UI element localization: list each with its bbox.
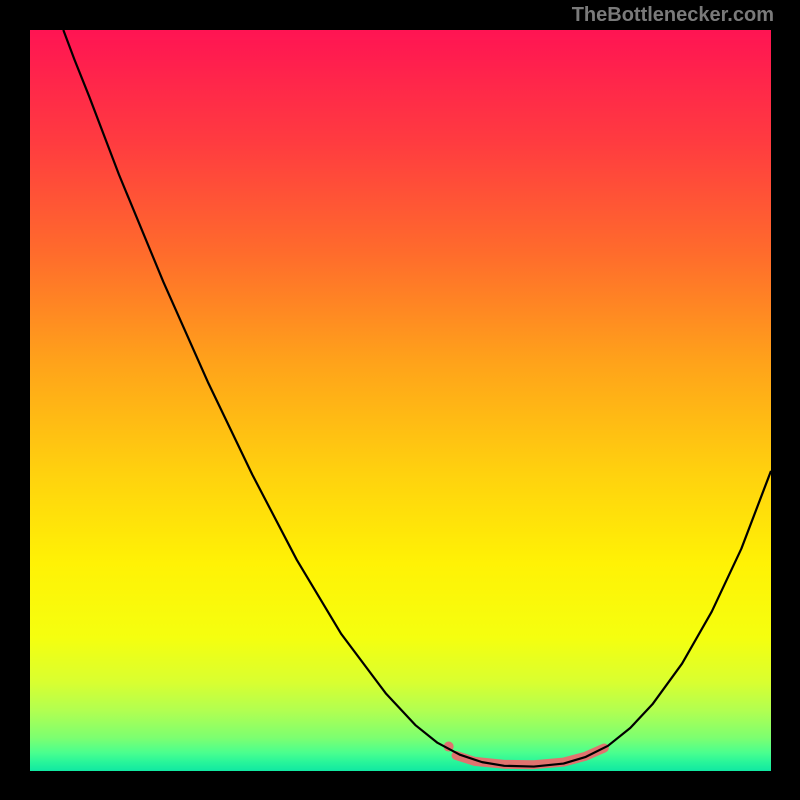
highlight-segment bbox=[456, 748, 604, 765]
bottleneck-chart: TheBottlenecker.com bbox=[0, 0, 800, 800]
curve-overlay bbox=[30, 30, 771, 771]
bottleneck-curve bbox=[63, 30, 771, 767]
plot-area bbox=[30, 30, 771, 771]
watermark-text: TheBottlenecker.com bbox=[572, 4, 774, 27]
